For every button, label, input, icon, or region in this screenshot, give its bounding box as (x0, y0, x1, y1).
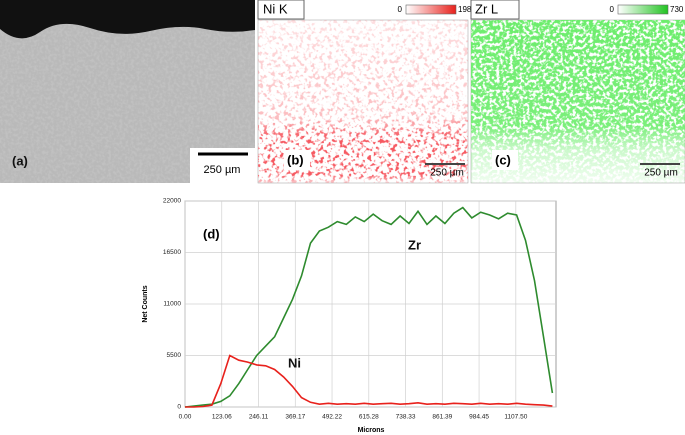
panel-a: 250 µm (a) (0, 0, 255, 183)
series-label: Ni (288, 355, 301, 370)
panel-label: (a) (12, 153, 28, 168)
x-tick-label: 246.11 (249, 414, 269, 421)
map-title-box (257, 0, 305, 20)
scale-label: 250 µm (430, 168, 464, 179)
series-line (185, 354, 553, 408)
x-tick-label: 1107.50 (504, 414, 527, 421)
y-tick-label: 0 (177, 404, 181, 411)
x-tick-label: 984.45 (469, 414, 489, 421)
y-tick-label: 16500 (163, 249, 181, 256)
map-title-box (470, 0, 520, 20)
panel-b: Ni K 0 198 (b) 250 µm (257, 0, 472, 184)
map-title: Zr L (475, 1, 498, 16)
label-box (492, 150, 518, 170)
x-tick-label: 369.17 (285, 414, 305, 421)
color-bar-max: 730 (670, 5, 684, 14)
scale-label: 250 µm (644, 168, 678, 179)
color-bar (405, 4, 457, 15)
x-axis-label: Microns (358, 427, 385, 434)
map-title: Ni K (263, 1, 288, 16)
color-bar-min: 0 (398, 5, 403, 14)
x-tick-label: 492.22 (322, 414, 342, 421)
x-tick-label: 615.28 (359, 414, 379, 421)
chart-annotation: (d) (203, 226, 220, 241)
series-label: Zr (408, 237, 421, 252)
color-bar-min: 0 (610, 5, 615, 14)
x-tick-label: 123.06 (212, 414, 232, 421)
color-bar-max: 198 (458, 5, 472, 14)
line-chart: (d) Microns Net Counts 0 5500 11000 16500 22… (142, 198, 557, 434)
x-tick-label: 738.33 (396, 414, 416, 421)
x-tick-label: 0.00 (179, 414, 192, 421)
y-axis-label: Net Counts (142, 285, 149, 322)
series-line (184, 206, 554, 408)
panel-c: Zr L 0 730 (c) 250 µm (470, 0, 685, 184)
x-tick-label: 861.39 (432, 414, 452, 421)
sem-background (0, 0, 255, 39)
y-tick-label: 11000 (163, 301, 181, 308)
scale-label: 250 µm (204, 164, 241, 176)
label-box (284, 150, 310, 170)
color-bar (617, 4, 669, 15)
y-tick-label: 22000 (163, 198, 181, 205)
panel-label: (b) (287, 152, 304, 167)
panel-label: (c) (495, 152, 511, 167)
y-tick-label: 5500 (167, 352, 182, 359)
